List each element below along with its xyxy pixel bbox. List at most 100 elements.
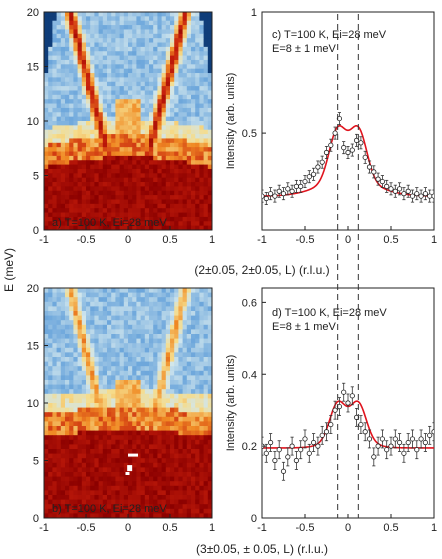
heatmap-cell: [186, 173, 192, 179]
heatmap-cell: [132, 225, 137, 230]
heatmap-cell: [119, 173, 125, 179]
heatmap-cell: [94, 384, 99, 390]
heatmap-cell: [144, 138, 150, 144]
heatmap-cell: [128, 51, 133, 56]
heatmap-cell: [77, 384, 83, 390]
heatmap-cell: [170, 25, 175, 30]
heatmap-cell: [81, 164, 87, 170]
heatmap-cell: [123, 343, 129, 349]
heatmap-cell: [191, 182, 196, 187]
heatmap-cell: [178, 301, 183, 307]
heatmap-cell: [136, 155, 141, 161]
heatmap-cell: [56, 77, 62, 83]
heatmap-cell: [157, 366, 162, 372]
heatmap-cell: [94, 361, 99, 367]
heatmap-cell: [115, 412, 120, 418]
heatmap-cell: [195, 324, 200, 330]
heatmap-cell: [199, 384, 204, 390]
heatmap-cell: [157, 324, 162, 330]
heatmap-cell: [174, 444, 179, 450]
heatmap-cell: [170, 324, 175, 330]
dashed-guide-lines: [337, 14, 359, 518]
heatmap-cell: [73, 430, 78, 436]
heatmap-cell: [48, 380, 53, 385]
heatmap-cell: [191, 81, 196, 87]
heatmap-cell: [123, 203, 129, 209]
heatmap-cell: [161, 86, 167, 91]
heatmap-cell: [86, 407, 91, 413]
heatmap-cell: [52, 147, 57, 152]
heatmap-cell: [115, 311, 120, 316]
heatmap-cell: [56, 190, 62, 196]
heatmap-cell: [203, 320, 209, 326]
panel-b-xtick-label: 0: [125, 522, 131, 534]
heatmap-cell: [119, 186, 125, 192]
heatmap-cell: [69, 366, 74, 372]
heatmap-cell: [132, 311, 137, 316]
heatmap-cell: [90, 334, 95, 339]
heatmap-cell: [128, 439, 133, 445]
heatmap-cell: [69, 504, 74, 510]
heatmap-cell: [65, 430, 70, 436]
heatmap-cell: [153, 46, 158, 52]
heatmap-cell: [191, 77, 196, 83]
heatmap-cell: [94, 343, 99, 349]
heatmap-cell: [182, 499, 188, 505]
heatmap-cell: [170, 38, 175, 43]
heatmap-cell: [56, 384, 62, 390]
heatmap-cell: [65, 485, 70, 491]
heatmap-cell: [203, 508, 209, 514]
heatmap-cell: [144, 315, 150, 321]
heatmap-cell: [140, 301, 146, 307]
heatmap-cell: [132, 121, 137, 126]
heatmap-cell: [144, 361, 150, 367]
heatmap-cell: [136, 99, 141, 104]
heatmap-cell: [90, 315, 95, 321]
heatmap-cell: [102, 94, 108, 100]
heatmap-cell: [86, 426, 91, 431]
heatmap-cell: [56, 499, 62, 505]
heatmap-cell: [182, 216, 188, 222]
heatmap-cell: [69, 412, 74, 418]
heatmap-cell: [73, 125, 78, 131]
heatmap-cell: [48, 476, 53, 482]
heatmap-cell: [195, 462, 200, 468]
heatmap-cell: [149, 77, 154, 83]
heatmap-cell: [157, 421, 162, 427]
heatmap-cell: [69, 476, 74, 482]
heatmap-cell: [60, 142, 66, 148]
heatmap-cell: [86, 68, 91, 74]
heatmap-cell: [115, 292, 120, 298]
heatmap-cell: [140, 216, 146, 222]
heatmap-cell: [111, 190, 116, 196]
heatmap-cell: [203, 439, 209, 445]
heatmap-cell: [73, 90, 78, 96]
heatmap-cell: [182, 375, 188, 381]
heatmap-cell: [157, 116, 162, 122]
heatmap-cell: [115, 430, 120, 436]
heatmap-cell: [107, 68, 112, 74]
heatmap-cell: [182, 164, 188, 170]
heatmap-cell: [157, 334, 162, 339]
heatmap-cell: [65, 182, 70, 187]
heatmap-cell: [77, 324, 83, 330]
heatmap-cell: [81, 472, 87, 477]
heatmap-cell: [94, 12, 99, 17]
heatmap-cell: [186, 59, 192, 65]
heatmap-cell: [182, 142, 188, 148]
heatmap-cell: [69, 16, 74, 22]
heatmap-cell: [52, 151, 57, 157]
heatmap-cell: [102, 357, 108, 362]
heatmap-cell: [191, 199, 196, 205]
heatmap-cell: [98, 292, 104, 298]
heatmap-cell: [52, 103, 57, 109]
heatmap-cell: [123, 435, 129, 441]
heatmap-cell: [165, 195, 171, 200]
heatmap-cell: [149, 225, 154, 230]
heatmap-cell: [102, 142, 108, 148]
heatmap-cell: [136, 334, 141, 339]
heatmap-cell: [77, 68, 83, 74]
panel-b-ytick-label: 10: [27, 398, 39, 410]
heatmap-cell: [86, 55, 91, 61]
